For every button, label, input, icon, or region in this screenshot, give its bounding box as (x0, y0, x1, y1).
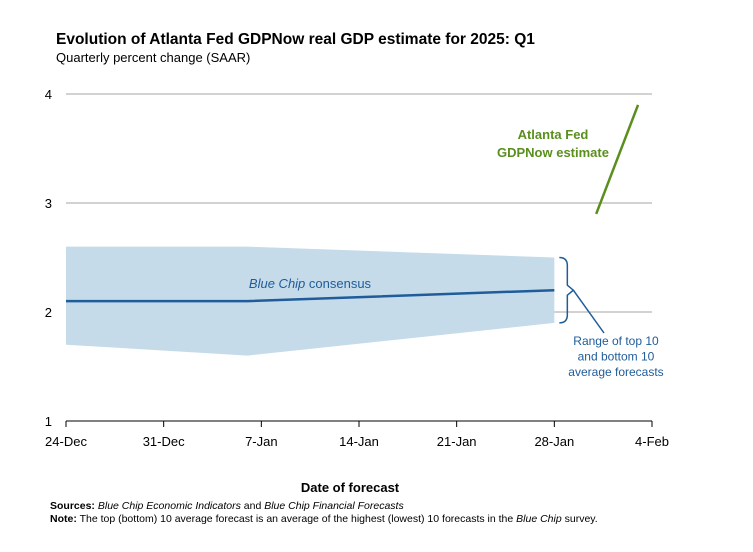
y-tick-label: 3 (45, 196, 52, 211)
x-tick-label: 4-Feb (635, 434, 669, 449)
annotations: Blue Chip consensus Atlanta Fed GDPNow est… (249, 127, 664, 379)
range-label-line2: and bottom 10 (578, 350, 655, 364)
y-tick-label: 4 (45, 87, 52, 102)
range-leader-line (572, 289, 605, 334)
series-lines (66, 104, 640, 303)
consensus-label: Blue Chip consensus (249, 276, 372, 291)
chart-title: Evolution of Atlanta Fed GDPNow real GDP… (56, 31, 535, 48)
chart-subtitle: Quarterly percent change (SAAR) (56, 50, 251, 65)
line-chart: 1 2 3 4 24-Dec 31-Dec 7-Jan 14-Jan 21-Jan 28-Jan 4… (45, 87, 669, 495)
x-tick-label: 28-Jan (534, 434, 574, 449)
range-label-line3: average forecasts (568, 365, 663, 379)
x-tick-label: 14-Jan (339, 434, 379, 449)
note-line: Note: The top (bottom) 10 average foreca… (50, 513, 598, 525)
y-tick-label: 2 (45, 305, 52, 320)
range-label-line1: Range of top 10 (573, 334, 659, 348)
gdpnow-label-line2: GDPNow estimate (497, 145, 609, 160)
x-tick-label: 31-Dec (143, 434, 185, 449)
y-tick-label: 1 (45, 414, 52, 429)
forecast-range-band (66, 246, 555, 356)
chart-notes: Sources: Blue Chip Economic Indicators a… (50, 500, 710, 526)
x-tick-label: 7-Jan (245, 434, 278, 449)
gdpnow-label-line1: Atlanta Fed (518, 127, 589, 142)
axes: 1 2 3 4 24-Dec 31-Dec 7-Jan 14-Jan 21-Jan 28-Jan 4… (45, 87, 669, 495)
range-bracket (559, 256, 575, 324)
series-line-gdpnow (595, 104, 640, 215)
x-tick-label: 24-Dec (45, 434, 87, 449)
x-axis-title: Date of forecast (301, 480, 400, 495)
series-line-blue-chip-consensus (66, 288, 555, 303)
range-band-area (66, 246, 555, 356)
x-tick-label: 21-Jan (437, 434, 477, 449)
sources-line: Sources: Blue Chip Economic Indicators a… (50, 500, 404, 512)
